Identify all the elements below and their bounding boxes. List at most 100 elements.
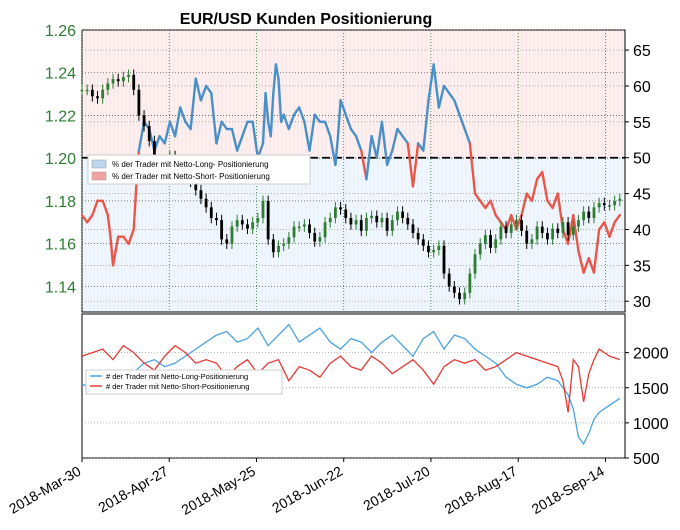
sentiment-segment	[391, 127, 399, 152]
price-candle-body	[390, 220, 394, 231]
sentiment-segment	[274, 63, 280, 80]
sentiment-segment	[360, 149, 368, 181]
sentiment-segment	[401, 134, 409, 145]
price-candle-body	[80, 89, 84, 92]
sentiment-segment	[336, 99, 342, 138]
price-candle-body	[137, 89, 141, 116]
sentiment-segment	[411, 142, 420, 188]
top-legend-box	[87, 154, 311, 185]
sentiment-segment	[179, 106, 187, 124]
price-candle-body	[246, 224, 249, 229]
price-candle-body	[602, 203, 606, 206]
sentiment-segment	[194, 77, 203, 102]
price-candle-body	[220, 220, 224, 240]
pct-tick-label: 55	[633, 115, 651, 132]
sentiment-segment	[298, 106, 306, 124]
date-tick-label: 2018-Aug-17	[442, 463, 520, 517]
sentiment-segment	[287, 113, 296, 131]
sentiment-segment	[264, 91, 270, 124]
sentiment-segment	[204, 84, 213, 95]
price-candle-body	[287, 237, 291, 244]
chart-title: EUR/USD Kunden Positionierung	[180, 11, 432, 28]
price-tick-label: 1.26	[45, 23, 76, 40]
price-candle-body	[354, 220, 358, 225]
price-candle-body	[313, 232, 317, 242]
legend-label: % der Trader mit Netto-Short- Positionie…	[112, 172, 270, 181]
price-candle-body	[592, 207, 596, 218]
price-candle-body	[515, 220, 518, 225]
bottom-panel: 2000 1500 1000 500 # der Trader mit Netto-Lo…	[81, 313, 669, 468]
sentiment-segment	[608, 221, 616, 238]
sentiment-segment	[210, 91, 218, 145]
sentiment-segment	[127, 235, 133, 246]
sentiment-segment	[479, 199, 487, 210]
price-tick-label: 1.22	[45, 108, 76, 125]
price-tick-label: 1.18	[45, 194, 76, 211]
sentiment-segment	[463, 127, 472, 145]
price-candle-body	[509, 224, 513, 233]
price-candle-body	[96, 96, 99, 99]
sentiment-segment	[189, 77, 197, 131]
price-candle-body	[494, 239, 498, 248]
price-candle-body	[240, 220, 244, 225]
sentiment-segment	[109, 235, 115, 267]
price-candle-body	[427, 245, 430, 253]
price-candle-body	[121, 77, 125, 82]
sentiment-segment	[489, 199, 497, 217]
date-tick-label: 2018-Jun-22	[269, 463, 345, 516]
sentiment-segment	[173, 106, 182, 138]
sentiment-segment	[114, 235, 120, 253]
price-candle-body	[302, 224, 306, 227]
sentiment-segment	[422, 99, 430, 152]
pct-tick-label: 30	[633, 294, 651, 311]
sentiment-segment	[251, 120, 260, 159]
date-tick-label: 2018-Apr-27	[95, 463, 171, 516]
price-candle-body	[385, 218, 389, 231]
price-candle-body	[349, 218, 353, 225]
sentiment-segment	[380, 120, 389, 167]
sentiment-segment	[510, 213, 518, 231]
sentiment-segment	[437, 84, 446, 109]
sentiment-segment	[582, 256, 590, 274]
sentiment-segment	[541, 170, 549, 202]
sentiment-segment	[396, 127, 404, 138]
price-candle-body	[613, 200, 617, 206]
price-candle-body	[225, 239, 229, 244]
price-candle-body	[142, 115, 146, 127]
price-candle-body	[204, 198, 208, 208]
price-candle-body	[571, 226, 575, 236]
sentiment-segment	[80, 213, 89, 224]
date-tick-label: 2018-Sep-14	[529, 463, 607, 517]
price-candle-body	[458, 292, 461, 300]
price-candle-body	[566, 222, 570, 236]
price-candle-body	[308, 224, 311, 233]
x-axis: 2018-Mar-30 2018-Apr-27 2018-May-25 2018-Ju…	[6, 458, 607, 518]
price-candle-body	[334, 207, 337, 218]
price-candle-body	[318, 237, 322, 242]
price-candle-body	[447, 273, 451, 287]
price-candle-body	[489, 235, 492, 248]
bottom-legend: # der Trader mit Netto-Long-Positionieru…	[85, 369, 283, 395]
sentiment-segment	[385, 149, 394, 167]
price-candle-body	[85, 89, 89, 92]
legend-label: # der Trader mit Netto-Short-Positionier…	[106, 382, 249, 391]
count-tick-label: 1000	[633, 416, 669, 433]
price-candle-body	[235, 220, 239, 227]
price-candle-body	[251, 222, 255, 229]
sentiment-segment	[241, 120, 249, 138]
sentiment-segment	[427, 63, 435, 102]
sentiment-segment	[129, 228, 135, 238]
sentiment-segment	[303, 120, 311, 152]
price-candle-body	[101, 89, 105, 99]
price-candle-body	[608, 205, 611, 207]
sentiment-segment	[365, 134, 373, 181]
price-candle-body	[359, 220, 363, 231]
price-candle-body	[230, 226, 234, 244]
sentiment-segment	[220, 120, 229, 131]
price-candle-body	[525, 230, 529, 244]
price-candle-body	[292, 226, 296, 238]
sentiment-segment	[530, 178, 539, 202]
sentiment-segment	[484, 199, 492, 210]
sentiment-segment	[199, 84, 208, 102]
price-candle-body	[396, 211, 399, 221]
